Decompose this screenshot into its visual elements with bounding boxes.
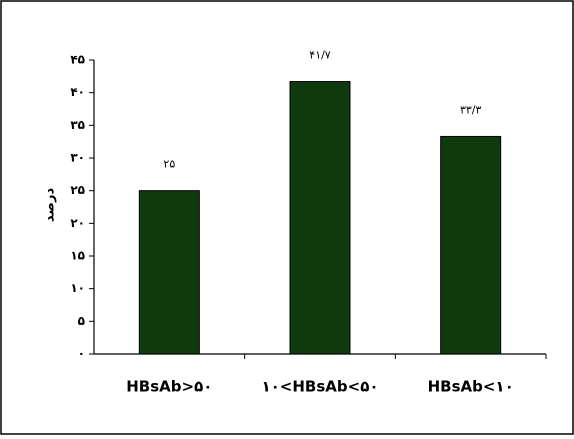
x-category-label: ۱۰<HBsAb<۵۰ — [261, 378, 378, 396]
bar-value-label: ۴۱/۷ — [309, 49, 331, 62]
x-category-label: HBsAb>۵۰ — [126, 378, 212, 396]
y-tick-label: ۱۰ — [70, 281, 85, 295]
bar — [440, 135, 502, 355]
x-category-label: HBsAb<۱۰ — [428, 378, 514, 396]
bar — [289, 81, 351, 355]
y-tick-label: ۲۰ — [70, 216, 85, 230]
y-axis-title: درصد — [43, 188, 58, 223]
bar — [138, 190, 200, 355]
y-tick-label: ۴۰ — [70, 85, 85, 99]
y-tick-label: ۱۵ — [70, 249, 85, 263]
y-tick-label: ۳۰ — [70, 151, 85, 165]
y-tick-label: ۰ — [78, 347, 85, 361]
y-tick-label: ۲۵ — [70, 183, 85, 197]
y-tick-label: ۵ — [78, 314, 85, 328]
bar-value-label: ۲۵ — [163, 158, 175, 171]
plot-area: ۰ ۵ ۱۰ ۱۵ ۲۰ ۲۵ ۳۰ ۳۵ ۴۰ ۴۵ ۲۵ HBsAb>۵۰ ۴۱/۷ ۱۰<HBsAb… — [70, 49, 547, 396]
y-tick-label: ۳۵ — [70, 118, 85, 132]
bar-value-label: ۳۳/۳ — [460, 103, 482, 116]
y-tick-label: ۴۵ — [70, 53, 85, 67]
